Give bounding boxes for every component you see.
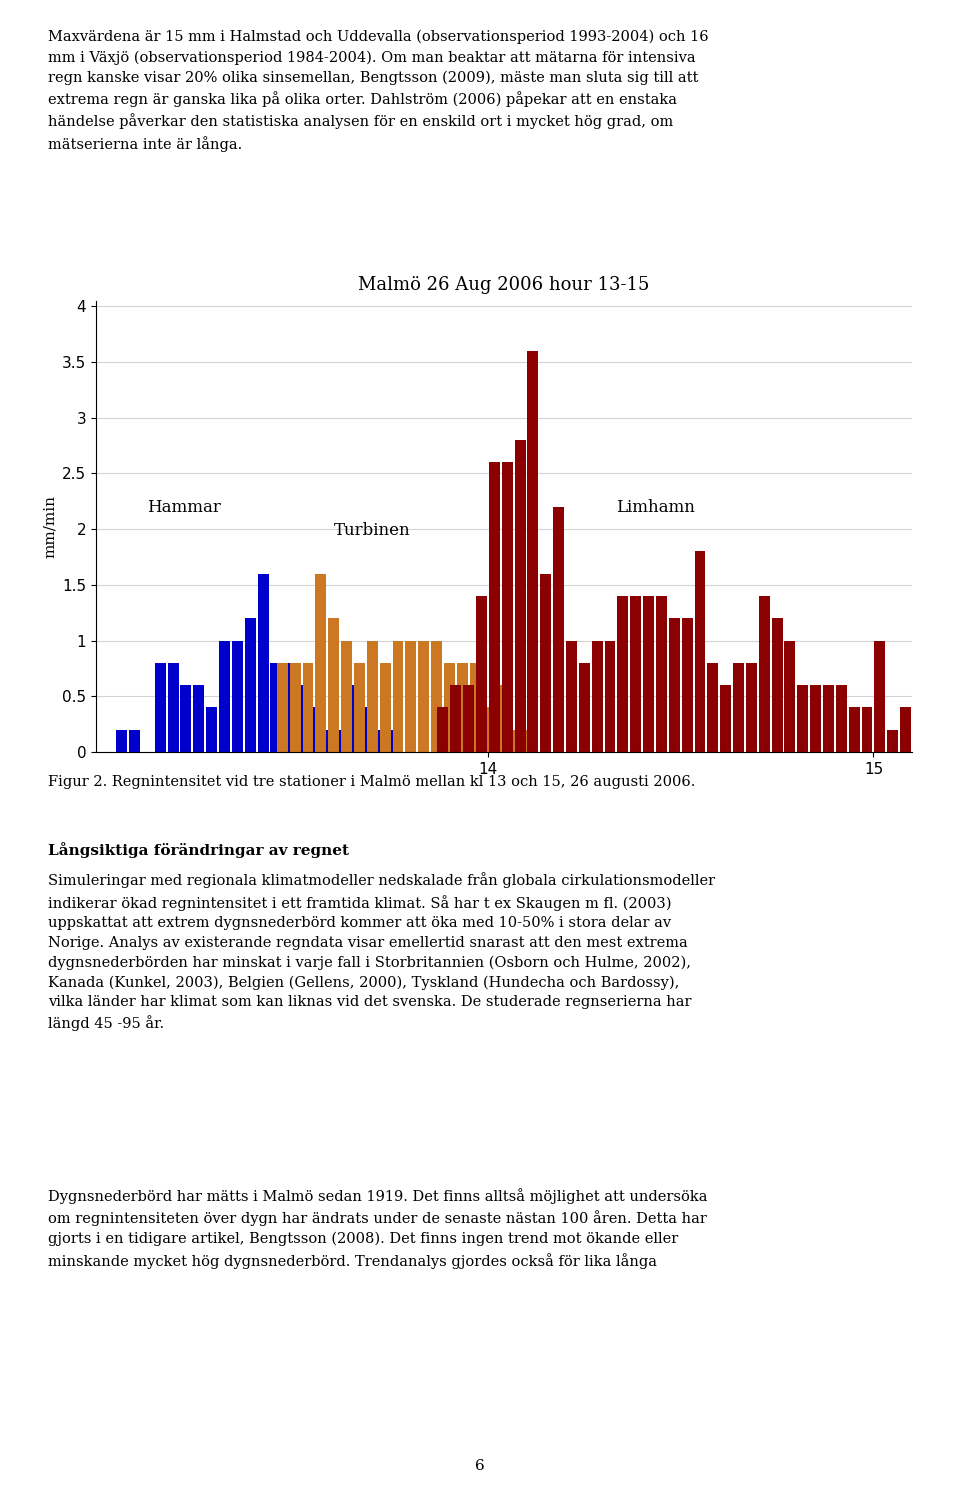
Bar — [257, 573, 269, 752]
Bar — [341, 641, 352, 752]
Bar — [527, 350, 539, 752]
Bar — [483, 707, 493, 752]
Bar — [810, 686, 821, 752]
Bar — [758, 596, 770, 752]
Bar — [360, 707, 372, 752]
Bar — [379, 663, 391, 752]
Bar — [348, 686, 358, 752]
Bar — [245, 618, 255, 752]
Bar — [476, 596, 487, 752]
Text: Långsiktiga förändringar av regnet: Långsiktiga förändringar av regnet — [48, 842, 349, 857]
Bar — [553, 507, 564, 752]
Bar — [515, 441, 525, 752]
Bar — [155, 663, 166, 752]
Bar — [354, 663, 365, 752]
Bar — [438, 707, 448, 752]
Text: Maxvärdena är 15 mm i Halmstad och Uddevalla (observationsperiod 1993-2004) och : Maxvärdena är 15 mm i Halmstad och Uddev… — [48, 30, 708, 152]
Bar — [823, 686, 834, 752]
Bar — [444, 663, 455, 752]
Bar — [631, 596, 641, 752]
Text: Figur 2. Regnintensitet vid tre stationer i Malmö mellan kl 13 och 15, 26 august: Figur 2. Regnintensitet vid tre statione… — [48, 775, 695, 790]
Text: Simuleringar med regionala klimatmodeller nedskalade från globala cirkulationsmo: Simuleringar med regionala klimatmodelle… — [48, 872, 715, 1032]
Bar — [617, 596, 629, 752]
Bar — [798, 686, 808, 752]
Bar — [457, 663, 468, 752]
Text: Dygnsnederbörd har mätts i Malmö sedan 1919. Det finns alltså möjlighet att unde: Dygnsnederbörd har mätts i Malmö sedan 1… — [48, 1188, 708, 1269]
Bar — [129, 729, 140, 752]
Bar — [605, 641, 615, 752]
Bar — [290, 663, 300, 752]
Bar — [900, 707, 911, 752]
Bar — [669, 618, 680, 752]
Bar — [405, 641, 417, 752]
Bar — [720, 686, 732, 752]
Bar — [579, 663, 589, 752]
Bar — [328, 618, 339, 752]
Y-axis label: mm/min: mm/min — [42, 495, 57, 558]
Bar — [219, 641, 230, 752]
Bar — [708, 663, 718, 752]
Bar — [283, 663, 294, 752]
Bar — [656, 596, 667, 752]
Bar — [450, 686, 461, 752]
Bar — [566, 641, 577, 752]
Bar — [206, 707, 217, 752]
Bar — [463, 686, 474, 752]
Bar — [540, 573, 551, 752]
Bar — [276, 663, 288, 752]
Bar — [193, 686, 204, 752]
Text: Limhamn: Limhamn — [616, 499, 695, 516]
Bar — [232, 641, 243, 752]
Bar — [784, 641, 796, 752]
Bar — [489, 462, 500, 752]
Text: Hammar: Hammar — [148, 499, 221, 516]
Bar — [431, 641, 442, 752]
Bar — [861, 707, 873, 752]
Bar — [508, 729, 519, 752]
Bar — [386, 729, 397, 752]
Bar — [322, 729, 333, 752]
Title: Malmö 26 Aug 2006 hour 13-15: Malmö 26 Aug 2006 hour 13-15 — [358, 275, 650, 293]
Bar — [887, 729, 899, 752]
Bar — [849, 707, 859, 752]
Bar — [316, 573, 326, 752]
Bar — [367, 641, 377, 752]
Bar — [309, 707, 320, 752]
Bar — [643, 596, 654, 752]
Bar — [116, 729, 127, 752]
Bar — [836, 686, 847, 752]
Bar — [469, 663, 481, 752]
Bar — [772, 618, 782, 752]
Bar — [373, 729, 384, 752]
Bar — [502, 462, 513, 752]
Bar — [521, 729, 532, 752]
Bar — [168, 663, 179, 752]
Bar — [591, 641, 603, 752]
Bar — [393, 641, 403, 752]
Bar — [302, 663, 314, 752]
Bar — [296, 686, 307, 752]
Bar — [875, 641, 885, 752]
Bar — [733, 663, 744, 752]
Bar — [180, 686, 191, 752]
Bar — [746, 663, 756, 752]
Bar — [694, 552, 706, 752]
Bar — [271, 663, 281, 752]
Bar — [682, 618, 692, 752]
Text: 6: 6 — [475, 1459, 485, 1474]
Bar — [335, 729, 346, 752]
Bar — [495, 686, 506, 752]
Text: Turbinen: Turbinen — [334, 522, 410, 538]
Bar — [419, 641, 429, 752]
